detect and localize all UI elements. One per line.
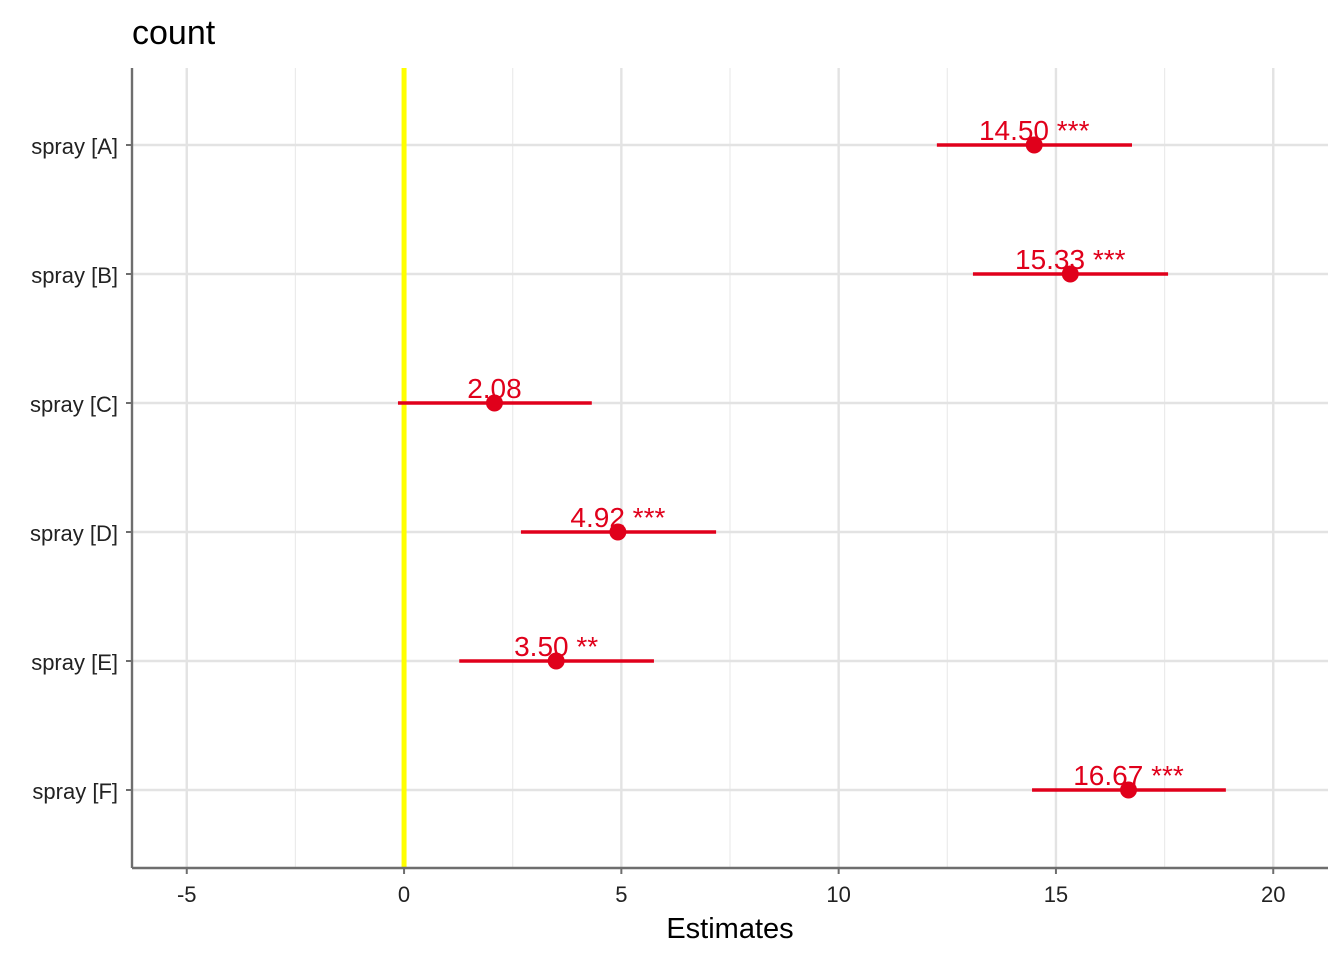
y-tick-label: spray [B] (31, 263, 118, 288)
x-tick-label: 10 (826, 882, 850, 907)
y-tick-label: spray [F] (32, 779, 118, 804)
estimate-label: 16.67 *** (1073, 760, 1184, 791)
estimate-point (609, 523, 627, 541)
estimate-label: 14.50 *** (979, 115, 1090, 146)
estimate-label: 4.92 *** (570, 502, 665, 533)
x-tick-label: 15 (1044, 882, 1068, 907)
x-axis-label: Estimates (666, 913, 793, 945)
estimate-point (1120, 781, 1138, 799)
estimate-point (1025, 136, 1043, 154)
estimate-label: 15.33 *** (1015, 244, 1126, 275)
y-tick-label: spray [E] (31, 650, 118, 675)
estimate-label: 2.08 (467, 373, 522, 404)
y-tick-label: spray [C] (30, 392, 118, 417)
chart-title: count (132, 14, 216, 52)
y-tick-label: spray [D] (30, 521, 118, 546)
estimate-label: 3.50 ** (514, 631, 598, 662)
estimate-point (485, 394, 503, 412)
x-tick-label: 20 (1261, 882, 1285, 907)
x-tick-label: 0 (398, 882, 410, 907)
estimate-point (1061, 265, 1079, 283)
x-tick-label: -5 (177, 882, 197, 907)
x-tick-label: 5 (615, 882, 627, 907)
y-tick-label: spray [A] (31, 134, 118, 159)
estimate-point (547, 652, 565, 670)
